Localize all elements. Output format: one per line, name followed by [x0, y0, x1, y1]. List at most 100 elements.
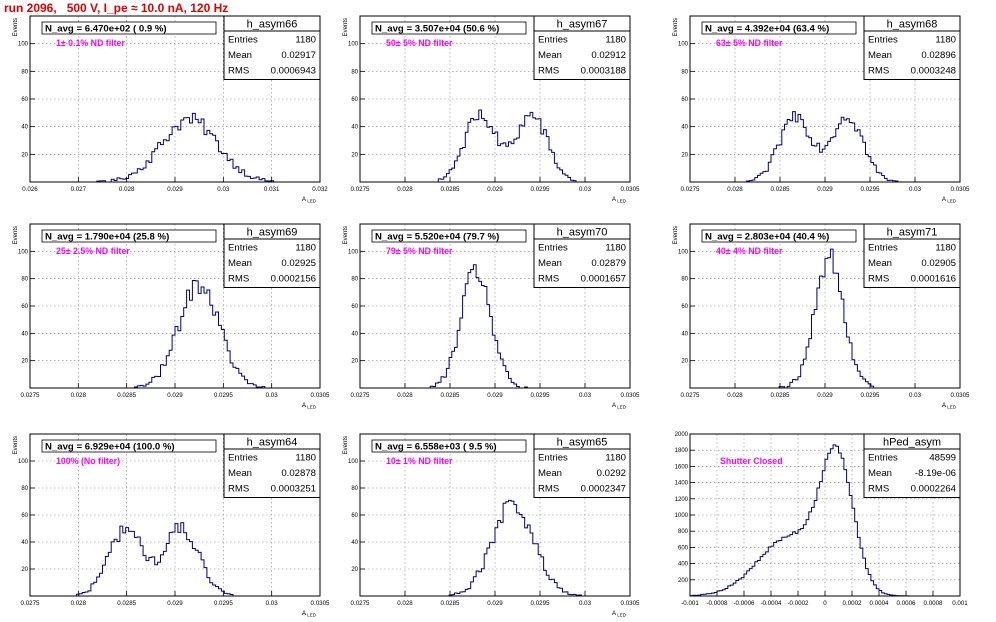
- stats-box: hPed_asym Entries 48599 Mean -8.19e-06 RMS 0.0…: [863, 433, 961, 498]
- x-tick-label: -0.0002: [788, 600, 810, 607]
- stats-value: 0.0001616: [911, 274, 956, 285]
- stats-value: 0.0002156: [271, 274, 316, 285]
- filter-label: 79± 5% ND filter: [386, 246, 453, 256]
- filter-label: 63± 5% ND filter: [716, 38, 783, 48]
- stats-label: Mean: [228, 50, 252, 61]
- filter-label: 25± 2.5% ND filter: [56, 246, 130, 256]
- x-axis-label: A LED: [612, 402, 627, 410]
- x-tick-label: 0.0295: [531, 186, 550, 193]
- x-tick-label: 0.03: [266, 600, 279, 607]
- stats-value: 1180: [295, 35, 316, 46]
- stats-value: 0.0001657: [581, 274, 626, 285]
- y-tick-label: 60: [21, 513, 28, 519]
- histogram-panel: 0.0275 0.028 0.0285 0.029 0.0295 0.03 0.0305 20…: [343, 223, 640, 410]
- y-tick-label: 60: [351, 513, 358, 519]
- stats-box-frame: [533, 15, 631, 80]
- x-tick-label: 0.028: [397, 600, 413, 607]
- y-tick-label: 20: [681, 359, 688, 365]
- x-tick-label: 0.0285: [441, 186, 460, 193]
- filter-label: 40± 4% ND filter: [716, 246, 783, 256]
- stats-label: Entries: [868, 35, 898, 46]
- y-tick-label: 40: [351, 331, 358, 337]
- y-tick-label: 60: [351, 304, 358, 310]
- stats-label: RMS: [868, 274, 889, 285]
- y-tick-label: 600: [678, 545, 689, 551]
- x-axis-label: A LED: [302, 196, 317, 204]
- stats-value: 1180: [605, 243, 626, 254]
- stats-value: 1180: [605, 453, 626, 464]
- y-tick-label: 20: [351, 359, 358, 365]
- stats-value: 0.02879: [591, 258, 626, 269]
- y-tick-label: 100: [348, 459, 359, 465]
- filter-label: 10± 1% ND filter: [386, 456, 453, 466]
- stats-value: 0.0002264: [911, 484, 957, 495]
- stats-value: 0.0292: [597, 468, 626, 479]
- y-tick-label: 20: [681, 152, 688, 158]
- x-tick-label: 0.029: [167, 392, 183, 399]
- x-tick-label: 0.03: [217, 186, 230, 193]
- filter-label: 100% (No filter): [56, 456, 120, 466]
- y-tick-label: 60: [21, 97, 28, 103]
- x-tick-label: 0.0006: [897, 600, 916, 607]
- histogram-panel: 0.0275 0.028 0.0285 0.029 0.0295 0.03 0.0305 20…: [13, 433, 330, 618]
- y-tick-label: 20: [21, 152, 28, 158]
- x-axis-label: A LED: [302, 610, 317, 618]
- y-tick-label: 60: [351, 97, 358, 103]
- histogram-panel: 0.0275 0.028 0.0285 0.029 0.0295 0.03 0.0305 20…: [673, 15, 970, 204]
- histogram-line: [689, 444, 960, 597]
- y-axis-label: Events: [13, 226, 19, 244]
- stats-label: Mean: [868, 468, 892, 479]
- stats-label: RMS: [868, 484, 889, 495]
- navg-label: N_avg = 6.470e+02 ( 0.9 %): [45, 24, 167, 35]
- x-tick-label: 0.028: [727, 186, 743, 193]
- stats-label: RMS: [538, 66, 559, 77]
- histogram-panel: 0.0275 0.028 0.0285 0.029 0.0295 0.03 0.0305 20…: [13, 223, 330, 410]
- stats-value: 0.02905: [921, 258, 956, 269]
- x-tick-label: 0.027: [71, 186, 87, 193]
- x-tick-label: 0.032: [312, 186, 328, 193]
- x-tick-label: 0.0305: [621, 600, 640, 607]
- navg-label: N_avg = 2.803e+04 (40.4 %): [705, 232, 829, 243]
- y-tick-label: 80: [681, 69, 688, 75]
- y-tick-label: 40: [681, 125, 688, 131]
- x-tick-label: 0.03: [579, 600, 592, 607]
- navg-label: N_avg = 1.790e+04 (25.8 %): [45, 232, 169, 243]
- y-tick-label: 60: [21, 304, 28, 310]
- stats-box-frame: [533, 433, 631, 498]
- y-tick-label: 80: [21, 69, 28, 75]
- x-tick-label: 0.0008: [924, 600, 943, 607]
- stats-value: 0.0003251: [271, 484, 316, 495]
- stats-label: RMS: [228, 274, 249, 285]
- histogram-name: hPed_asym: [883, 437, 941, 449]
- y-tick-label: 100: [348, 249, 359, 255]
- x-tick-label: 0.0295: [531, 392, 550, 399]
- stats-label: Entries: [538, 453, 568, 464]
- histogram-panel: 0.0275 0.028 0.0285 0.029 0.0295 0.03 0.0305 20…: [343, 433, 640, 618]
- stats-value: 1180: [605, 35, 626, 46]
- x-tick-label: 0.029: [167, 186, 183, 193]
- x-tick-label: 0.0295: [214, 392, 233, 399]
- x-tick-label: 0.0295: [861, 392, 880, 399]
- y-tick-label: 40: [21, 125, 28, 131]
- stats-value: 0.02925: [281, 258, 316, 269]
- stats-value: 0.02912: [591, 50, 626, 61]
- stats-label: Entries: [868, 453, 898, 464]
- y-tick-label: 100: [18, 42, 29, 48]
- x-tick-label: -0.0006: [734, 600, 756, 607]
- stats-label: Mean: [538, 258, 562, 269]
- y-axis-label: Events: [343, 226, 349, 244]
- stats-box-frame: [863, 15, 961, 80]
- y-tick-label: 100: [678, 42, 689, 48]
- navg-box: [41, 21, 217, 35]
- x-tick-label: -0.0004: [761, 600, 783, 607]
- stats-value: -8.19e-06: [915, 468, 956, 479]
- stats-box-frame: [533, 223, 631, 288]
- canvas-title: run 2096, 500 V, I_pe ≈ 10.0 nA, 120 Hz: [4, 1, 229, 15]
- x-tick-label: -0.001: [681, 600, 699, 607]
- x-tick-label: 0.029: [817, 186, 833, 193]
- x-tick-label: 0.0305: [621, 392, 640, 399]
- stats-value: 0.0006943: [271, 66, 316, 77]
- y-tick-label: 40: [351, 125, 358, 131]
- x-tick-label: 0.028: [397, 186, 413, 193]
- x-tick-label: 0.029: [817, 392, 833, 399]
